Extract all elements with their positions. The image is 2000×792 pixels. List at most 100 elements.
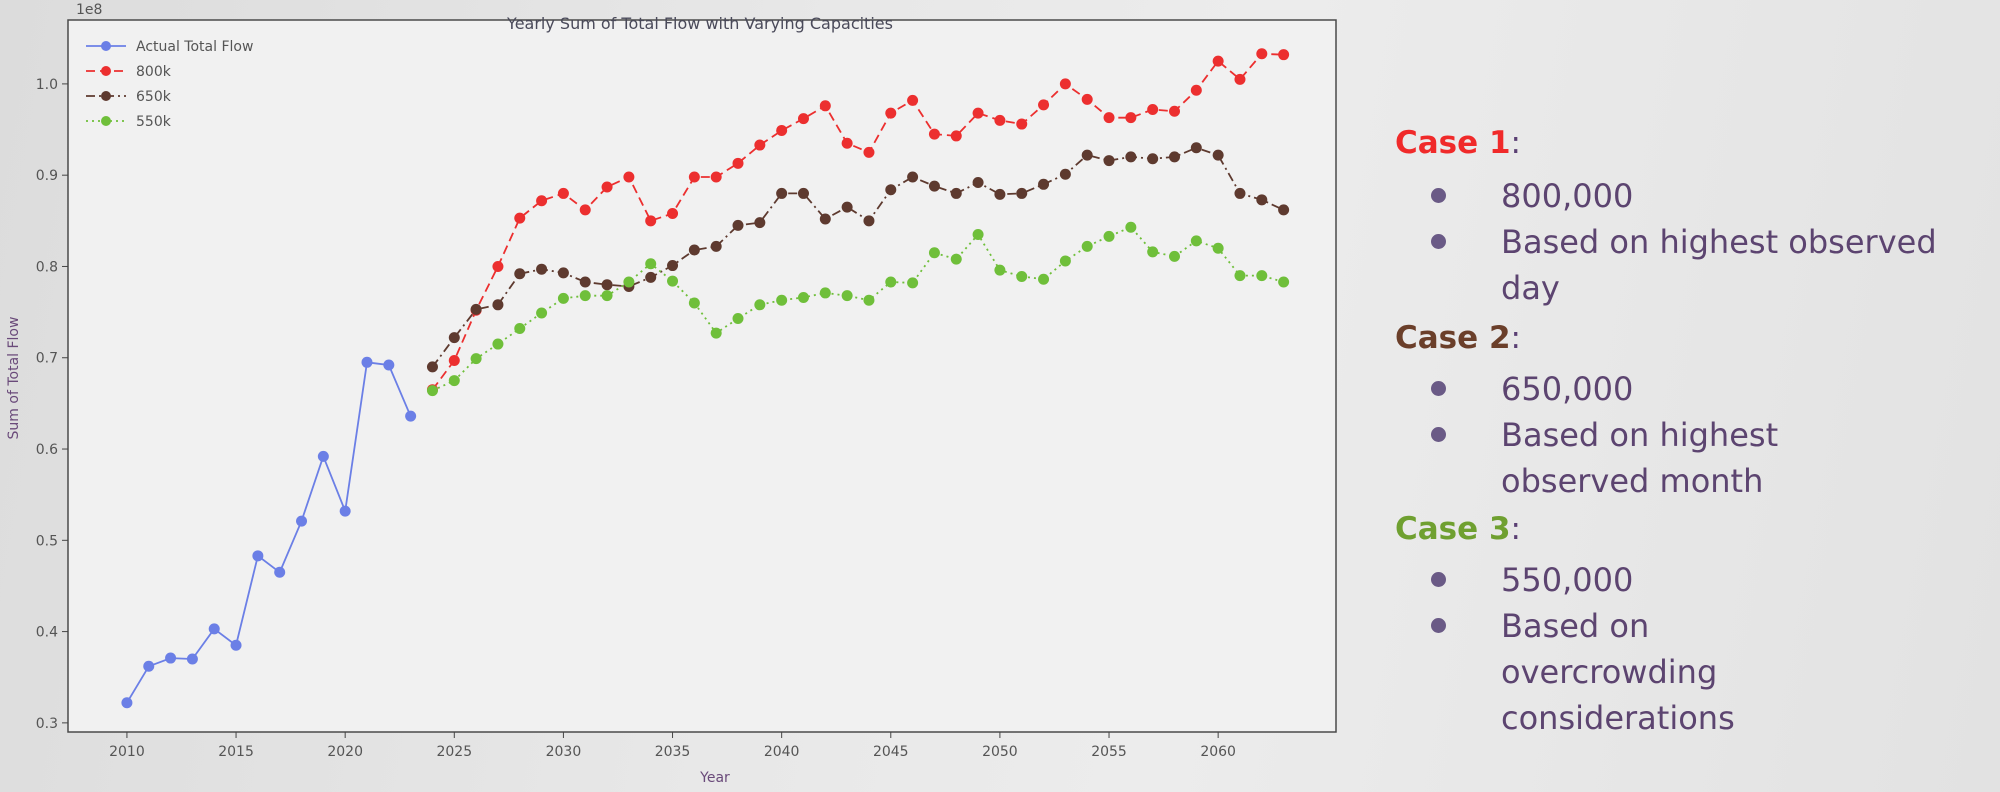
data-point (426, 385, 438, 397)
flow-chart: Yearly Sum of Total Flow with Varying Ca… (6, 2, 1337, 786)
data-point (208, 623, 220, 635)
data-point (1168, 250, 1180, 262)
x-tick-label: 2055 (1091, 744, 1127, 760)
y-tick-label: 0.3 (36, 716, 58, 732)
bullet-icon (1431, 381, 1446, 396)
case-3-title: Case 3: (1395, 511, 1521, 547)
data-point (601, 290, 613, 302)
data-point (1038, 178, 1050, 190)
x-tick-label: 2060 (1200, 744, 1236, 760)
data-point (776, 187, 788, 199)
data-point (1168, 105, 1180, 117)
data-point (1212, 242, 1224, 254)
data-point (274, 566, 286, 578)
x-tick-label: 2035 (655, 744, 691, 760)
case-2-block: Case 2: 650,000 Based on highest observe… (1395, 320, 1841, 504)
data-point (536, 307, 548, 319)
data-point (885, 276, 897, 288)
data-point (1081, 240, 1093, 252)
data-point (186, 653, 198, 665)
data-point (1016, 118, 1028, 130)
data-point (1103, 112, 1115, 124)
legend-marker (101, 116, 111, 126)
data-point (841, 137, 853, 149)
data-point (1125, 221, 1137, 233)
data-point (1103, 155, 1115, 167)
data-point (950, 253, 962, 265)
data-point (667, 260, 679, 272)
data-point (252, 550, 264, 562)
data-point (1059, 78, 1071, 90)
data-point (1059, 255, 1071, 267)
data-point (841, 290, 853, 302)
data-point (1059, 168, 1071, 180)
data-point (1234, 270, 1246, 282)
bullet-icon (1431, 618, 1446, 633)
data-point (907, 277, 919, 289)
data-point (1278, 204, 1290, 216)
data-point (470, 303, 482, 315)
data-point (1081, 149, 1093, 161)
data-point (1147, 246, 1159, 258)
list-item: 650,000 (1395, 366, 1841, 412)
data-point (950, 187, 962, 199)
data-point (645, 271, 657, 283)
case-2-basis: Based on highest observed month (1501, 416, 1779, 500)
data-point (492, 299, 504, 311)
bullet-icon (1431, 427, 1446, 442)
data-point (688, 171, 700, 183)
data-point (121, 697, 133, 709)
data-point (841, 201, 853, 213)
chart-title: Yearly Sum of Total Flow with Varying Ca… (506, 14, 893, 33)
data-point (579, 276, 591, 288)
data-point (1190, 84, 1202, 96)
data-point (667, 275, 679, 287)
data-point (514, 268, 526, 280)
legend-label: 800k (136, 64, 172, 80)
data-point (1016, 187, 1028, 199)
data-point (732, 219, 744, 231)
data-point (383, 359, 395, 371)
data-point (797, 187, 809, 199)
data-point (1016, 271, 1028, 283)
legend-label: 550k (136, 114, 172, 130)
data-point (645, 215, 657, 227)
data-point (972, 176, 984, 188)
data-point (448, 332, 460, 344)
y-tick-label: 0.7 (36, 351, 58, 367)
list-item: Based on highest observed day (1395, 219, 1995, 311)
data-point (972, 229, 984, 241)
series-line-800k (431, 52, 1284, 391)
list-item: Based on overcrowding considerations (1395, 603, 1861, 741)
data-point (361, 356, 373, 368)
data-point (448, 375, 460, 387)
data-point (601, 279, 613, 291)
data-point (557, 292, 569, 304)
y-tick-label: 0.4 (36, 625, 58, 641)
data-point (732, 157, 744, 169)
data-point (776, 294, 788, 306)
data-point (1256, 194, 1268, 206)
data-point (819, 287, 831, 299)
x-tick-label: 2025 (436, 744, 472, 760)
data-point (863, 215, 875, 227)
x-tick-label: 2030 (546, 744, 582, 760)
data-point (339, 505, 351, 517)
bullet-icon (1431, 234, 1446, 249)
x-tick-label: 2040 (764, 744, 800, 760)
data-point (1125, 151, 1137, 163)
data-point (797, 291, 809, 303)
data-point (928, 247, 940, 259)
data-point (536, 263, 548, 275)
data-point (863, 294, 875, 306)
data-point (710, 240, 722, 252)
data-point (863, 146, 875, 158)
data-point (623, 171, 635, 183)
bullet-icon (1431, 572, 1446, 587)
data-point (143, 660, 155, 672)
case-2-value: 650,000 (1501, 370, 1634, 408)
data-point (623, 276, 635, 288)
data-point (165, 652, 177, 664)
legend-marker (101, 91, 111, 101)
data-point (557, 187, 569, 199)
